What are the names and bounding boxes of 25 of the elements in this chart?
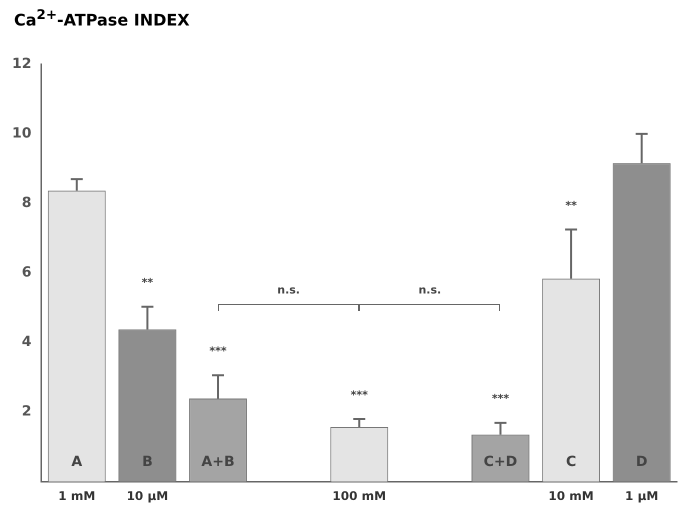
data-label: C+D	[484, 454, 518, 470]
y-tick-label: 8	[22, 195, 32, 212]
y-tick-label: 10	[12, 126, 32, 142]
annotation: ***	[492, 392, 510, 406]
data-label: C	[566, 454, 576, 470]
x-tick-label: 10 μM	[126, 488, 168, 503]
annotation: n.s.	[418, 284, 442, 297]
annotation: **	[565, 198, 578, 212]
x-tick-label: 100 mM	[332, 488, 386, 503]
data-label: D	[636, 454, 648, 470]
y-tick-label: 12	[12, 56, 32, 72]
chart-title: Ca$^{2+}$-ATPase INDEX	[14, 8, 191, 32]
y-tick-label: 6	[22, 264, 32, 281]
x-tick-label: 10 mM	[548, 488, 594, 503]
y-tick-label: 4	[22, 334, 32, 350]
annotation: ***	[209, 344, 227, 358]
annotation: **	[142, 276, 154, 290]
data-label: A+B	[201, 454, 235, 470]
data-label: A	[71, 454, 82, 470]
annotation: n.s.	[277, 284, 300, 297]
annotation: ***	[350, 388, 368, 402]
y-tick-label: 2	[22, 404, 32, 420]
x-tick-label: 1 μM	[625, 488, 658, 503]
x-tick-label: 1 mM	[58, 488, 96, 503]
data-label: B	[142, 454, 153, 470]
